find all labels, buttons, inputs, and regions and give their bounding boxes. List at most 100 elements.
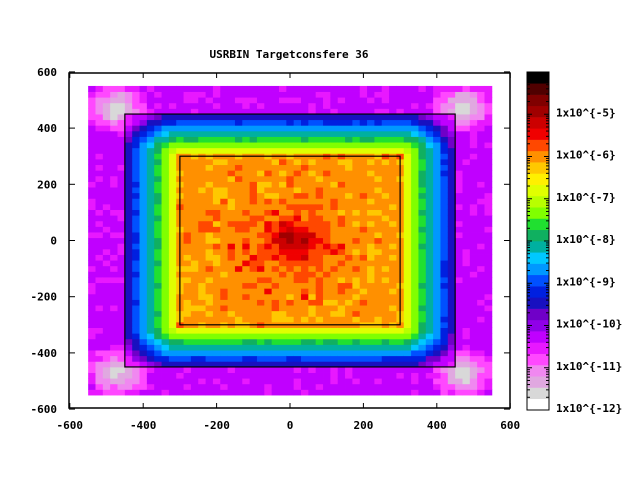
heatmap-cell xyxy=(124,333,133,340)
heatmap-cell xyxy=(183,181,192,188)
heatmap-cell xyxy=(345,220,353,227)
heatmap-cell xyxy=(95,159,104,166)
heatmap-cell xyxy=(345,108,353,115)
heatmap-cell xyxy=(359,91,368,98)
heatmap-cell xyxy=(477,321,485,329)
heatmap-cell xyxy=(308,175,317,182)
heatmap-cell xyxy=(293,366,302,373)
heatmap-cell xyxy=(271,271,280,278)
heatmap-cell xyxy=(124,164,133,171)
heatmap-cell xyxy=(110,383,118,390)
heatmap-cell xyxy=(88,85,96,92)
heatmap-cell xyxy=(102,164,111,171)
heatmap-cell xyxy=(462,187,471,194)
heatmap-cell xyxy=(95,232,104,239)
heatmap-cell xyxy=(198,102,206,109)
heatmap-cell xyxy=(227,114,236,121)
heatmap-cell xyxy=(359,355,368,362)
heatmap-cell xyxy=(469,175,478,182)
heatmap-cell xyxy=(256,85,265,92)
heatmap-cell xyxy=(345,366,353,373)
heatmap-cell xyxy=(286,333,295,340)
heatmap-cell xyxy=(190,125,199,132)
heatmap-cell xyxy=(139,243,148,250)
heatmap-cell xyxy=(183,372,192,379)
heatmap-cell xyxy=(308,389,317,396)
heatmap-cell xyxy=(256,181,265,188)
heatmap-cell xyxy=(110,350,118,357)
heatmap-cell xyxy=(256,147,265,154)
heatmap-cell xyxy=(249,209,258,216)
heatmap-cell xyxy=(323,366,331,373)
heatmap-cell xyxy=(132,198,140,205)
heatmap-cell xyxy=(403,383,412,390)
heatmap-cell xyxy=(227,243,236,250)
heatmap-cell xyxy=(242,378,251,385)
heatmap-cell xyxy=(161,198,170,205)
heatmap-cell xyxy=(234,237,243,244)
heatmap-cell xyxy=(234,119,243,126)
heatmap-cell xyxy=(301,389,309,396)
heatmap-cell xyxy=(256,299,265,306)
heatmap-cell xyxy=(455,338,463,345)
heatmap-cell xyxy=(286,85,295,92)
heatmap-cell xyxy=(110,344,118,351)
heatmap-cell xyxy=(396,344,405,351)
heatmap-cell xyxy=(168,288,177,295)
heatmap-cell xyxy=(139,125,148,132)
heatmap-cell xyxy=(293,232,302,239)
heatmap-cell xyxy=(183,97,192,104)
heatmap-cell xyxy=(95,125,104,132)
heatmap-cell xyxy=(484,119,493,126)
heatmap-cell xyxy=(110,136,118,143)
heatmap-cell xyxy=(205,378,214,385)
heatmap-cell xyxy=(190,181,199,188)
heatmap-cell xyxy=(418,277,427,284)
heatmap-cell xyxy=(161,243,170,250)
heatmap-cell xyxy=(469,254,478,261)
heatmap-cell xyxy=(256,142,265,149)
heatmap-cell xyxy=(168,389,177,396)
heatmap-cell xyxy=(315,361,324,368)
heatmap-cell xyxy=(330,175,339,182)
heatmap-cell xyxy=(352,192,361,199)
heatmap-cell xyxy=(220,361,229,368)
heatmap-cell xyxy=(110,265,118,272)
heatmap-cell xyxy=(286,203,295,210)
heatmap-cell xyxy=(220,355,229,362)
heatmap-cell xyxy=(455,321,463,329)
heatmap-cell xyxy=(256,350,265,357)
heatmap-cell xyxy=(249,232,258,239)
heatmap-cell xyxy=(271,130,280,137)
heatmap-cell xyxy=(110,91,118,98)
heatmap-cell xyxy=(367,265,375,272)
heatmap-cell xyxy=(176,327,184,334)
heatmap-cell xyxy=(249,85,258,92)
heatmap-cell xyxy=(95,130,104,137)
heatmap-cell xyxy=(110,125,118,132)
heatmap-cell xyxy=(440,164,449,171)
heatmap-cell xyxy=(242,170,251,177)
heatmap-cell xyxy=(190,97,199,104)
heatmap-cell xyxy=(190,215,199,222)
heatmap-cell xyxy=(271,237,280,244)
heatmap-cell xyxy=(168,125,177,132)
heatmap-cell xyxy=(102,293,111,300)
heatmap-cell xyxy=(190,136,199,143)
heatmap-cell xyxy=(161,271,170,278)
heatmap-cell xyxy=(176,130,184,137)
heatmap-cell xyxy=(462,378,471,385)
x-tick-label: -200 xyxy=(203,419,230,432)
heatmap-cell xyxy=(352,389,361,396)
heatmap-cell xyxy=(102,97,111,104)
heatmap-cell xyxy=(425,91,434,98)
heatmap-cell xyxy=(352,198,361,205)
heatmap-cell xyxy=(301,350,309,357)
heatmap-cell xyxy=(220,366,229,373)
heatmap-cell xyxy=(205,366,214,373)
heatmap-cell xyxy=(359,114,368,121)
heatmap-cell xyxy=(264,215,273,222)
heatmap-cell xyxy=(110,142,118,149)
heatmap-cell xyxy=(301,108,309,115)
heatmap-cell xyxy=(95,170,104,177)
